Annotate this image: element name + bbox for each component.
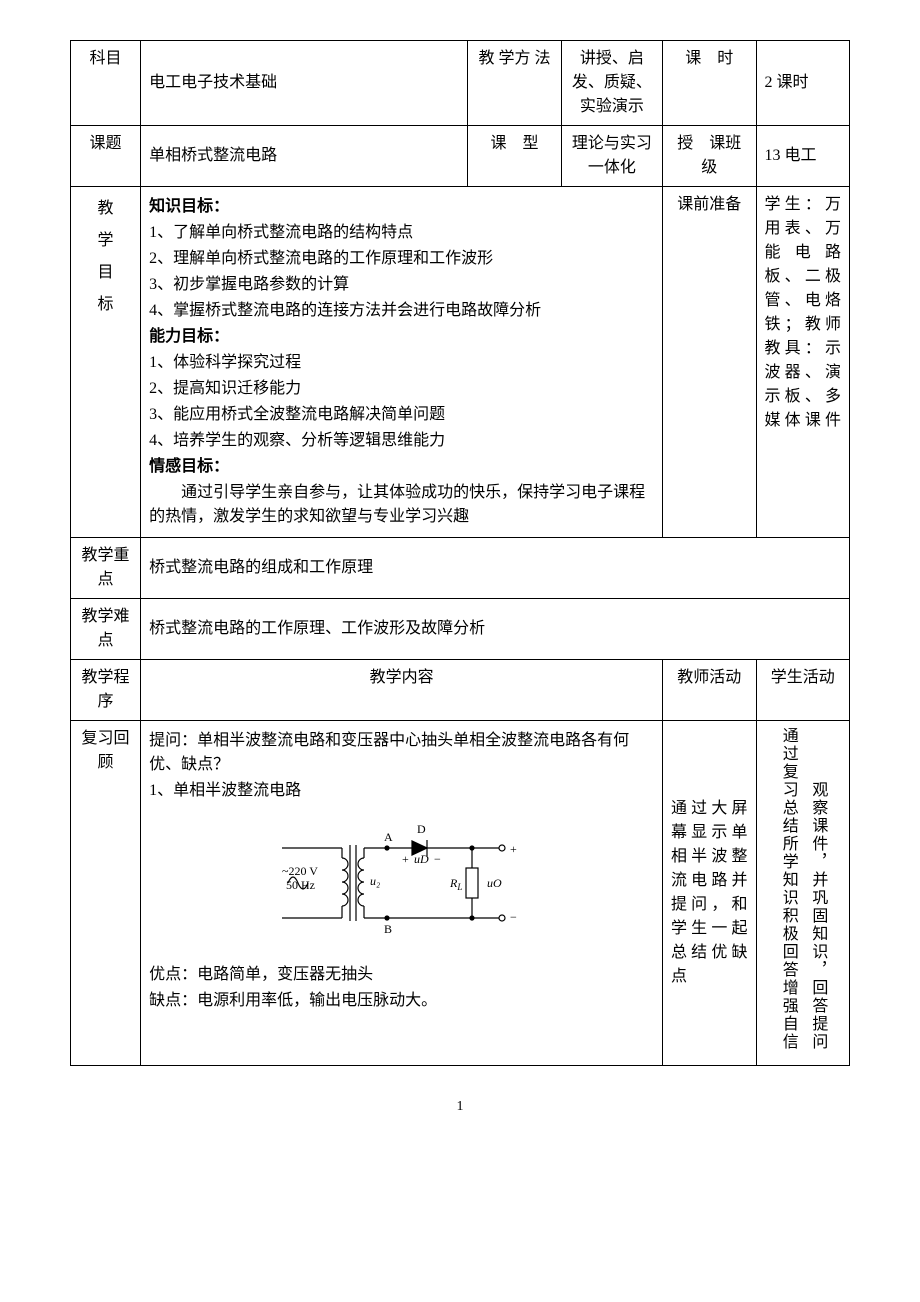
lesson-plan-table: 科目 电工电子技术基础 教 学方 法 讲授、启发、质疑、实验演示 课 时 2 课… [70,40,850,1066]
ud-label: uD [414,852,429,866]
objectives-content: 知识目标： 1、了解单向桥式整流电路的结构特点 2、理解单向桥式整流电路的工作原… [141,187,663,538]
ud-plus: + [402,852,409,866]
proc-h1: 教学程序 [71,660,141,721]
review-dis: 缺点：电源利用率低，输出电压脉动大。 [149,989,654,1013]
a-item: 4、培养学生的观察、分析等逻辑思维能力 [149,429,654,453]
row-review: 复习回顾 提问：单相半波整流电路和变压器中心抽头单相全波整流电路各有何优、缺点？… [71,721,850,1066]
ability-heading: 能力目标： [149,325,654,349]
student-activity: 通过复习总结所学知识积极回答增强自信观察课件，并巩固知识，回答提问 [756,721,850,1066]
row-difficulty: 教学难点 桥式整流电路的工作原理、工作波形及故障分析 [71,599,850,660]
label-method: 教 学方 法 [468,41,561,126]
review-question: 提问：单相半波整流电路和变压器中心抽头单相全波整流电路各有何优、缺点？ [149,729,654,777]
a-item: 3、能应用桥式全波整流电路解决简单问题 [149,403,654,427]
label-class: 授 课班 级 [663,126,756,187]
teacher-activity: 通过大屏幕显示单相半波整流电路并提问，和学生一起总结优缺点 [663,721,756,1066]
student-col1: 通过复习总结所学知识积极回答增强自信 [775,727,801,1051]
u2-label: u₂ [370,874,380,888]
review-adv: 优点：电路简单，变压器无抽头 [149,963,654,987]
review-content: 提问：单相半波整流电路和变压器中心抽头单相全波整流电路各有何优、缺点？ 1、单相… [141,721,663,1066]
label-subject: 科目 [71,41,141,126]
value-type: 理论与实习一体化 [561,126,662,187]
k-item: 3、初步掌握电路参数的计算 [149,273,654,297]
src-label: ~220 V [282,864,318,878]
row-focus: 教学重点 桥式整流电路的组成和工作原理 [71,538,850,599]
emotion-text: 通过引导学生亲自参与，让其体验成功的快乐，保持学习电子课程的热情，激发学生的求知… [149,481,654,529]
row-topic: 课题 单相桥式整流电路 课 型 理论与实习一体化 授 课班 级 13 电工 [71,126,850,187]
label-review: 复习回顾 [71,721,141,1066]
page-number: 1 [70,1096,850,1117]
a-item: 2、提高知识迁移能力 [149,377,654,401]
value-method: 讲授、启发、质疑、实验演示 [561,41,662,126]
label-difficulty: 教学难点 [71,599,141,660]
rl-label: RL [449,876,462,892]
focus-text: 桥式整流电路的组成和工作原理 [141,538,850,599]
review-p1: 1、单相半波整流电路 [149,779,654,803]
node-b: B [384,922,392,936]
half-wave-rectifier-circuit: ~220 V 50 Hz u₂ A D + uD − RL uO + − B [252,813,552,953]
label-hours: 课 时 [663,41,756,126]
row-proc-header: 教学程序 教学内容 教师活动 学生活动 [71,660,850,721]
difficulty-text: 桥式整流电路的工作原理、工作波形及故障分析 [141,599,850,660]
freq-label: 50 Hz [286,878,315,892]
ud-minus: − [434,852,441,866]
out-plus: + [510,842,517,856]
proc-h3: 教师活动 [663,660,756,721]
proc-h2: 教学内容 [141,660,663,721]
value-class: 13 电工 [756,126,850,187]
prep-content: 学生：万用表、万能电路板、二极管、电烙铁；教师教具：示波器、演示板、多媒体课件 [756,187,850,538]
uo-label: uO [487,876,502,890]
student-col2: 观察课件，并巩固知识，回答提问 [805,781,831,1051]
diode-label: D [417,822,426,836]
value-hours: 2 课时 [756,41,850,126]
label-topic: 课题 [71,126,141,187]
label-focus: 教学重点 [71,538,141,599]
value-subject: 电工电子技术基础 [141,41,468,126]
a-item: 1、体验科学探究过程 [149,351,654,375]
value-topic: 单相桥式整流电路 [141,126,468,187]
node-a: A [384,830,393,844]
row-objectives: 教学目标 知识目标： 1、了解单向桥式整流电路的结构特点 2、理解单向桥式整流电… [71,187,850,538]
knowledge-heading: 知识目标： [149,195,654,219]
k-item: 2、理解单向桥式整流电路的工作原理和工作波形 [149,247,654,271]
k-item: 1、了解单向桥式整流电路的结构特点 [149,221,654,245]
row-subject: 科目 电工电子技术基础 教 学方 法 讲授、启发、质疑、实验演示 课 时 2 课… [71,41,850,126]
label-objectives: 教学目标 [71,187,141,538]
proc-h4: 学生活动 [756,660,850,721]
out-minus: − [510,910,517,924]
label-prep: 课前准备 [663,187,756,538]
label-type: 课 型 [468,126,561,187]
k-item: 4、掌握桥式整流电路的连接方法并会进行电路故障分析 [149,299,654,323]
emotion-heading: 情感目标： [149,455,654,479]
